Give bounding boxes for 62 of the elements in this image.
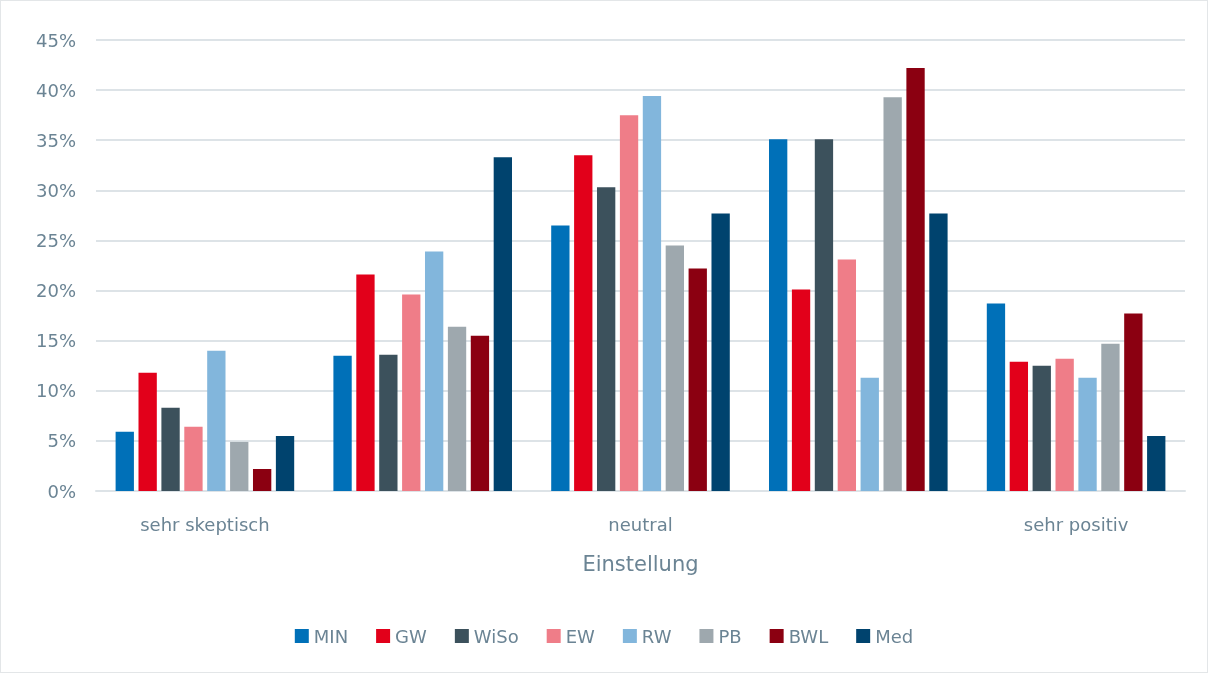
bar [115, 431, 134, 491]
x-tick-label: sehr skeptisch [140, 513, 270, 535]
bar [642, 96, 662, 491]
bar [493, 157, 512, 491]
bar [1078, 377, 1097, 491]
bar [791, 289, 811, 491]
y-tick-label: 15% [35, 330, 76, 352]
bar [470, 335, 490, 491]
bar [424, 251, 444, 491]
bar [711, 213, 730, 491]
bar [837, 259, 857, 491]
legend-label: WiSo [473, 625, 519, 647]
bar [447, 326, 467, 491]
y-tick-label: 40% [35, 79, 76, 101]
legend-label: PB [718, 625, 742, 647]
bar [688, 268, 707, 491]
bar [1101, 343, 1120, 491]
bar [769, 139, 788, 491]
y-tick-label: 20% [35, 280, 76, 302]
legend-label: RW [641, 625, 672, 647]
legend-label: Med [875, 625, 914, 647]
y-tick-label: 35% [35, 129, 76, 151]
bar [333, 355, 352, 491]
legend-label: MIN [313, 625, 349, 647]
x-axis-title: Einstellung [582, 551, 699, 576]
bar [138, 372, 157, 491]
y-tick-label: 30% [35, 179, 76, 201]
bar [402, 294, 421, 491]
bar [1032, 365, 1051, 491]
bar [860, 377, 879, 491]
bar [275, 435, 295, 491]
legend-label: EW [565, 625, 596, 647]
y-tick-label: 5% [47, 430, 76, 452]
bar [1147, 435, 1166, 491]
bar [1124, 313, 1143, 491]
bar [1009, 361, 1029, 491]
y-tick-label: 25% [35, 229, 76, 251]
bar [1055, 358, 1074, 491]
bar [597, 187, 616, 491]
bar [356, 274, 375, 491]
bar [986, 303, 1006, 491]
y-tick-label: 0% [47, 480, 76, 502]
bar [230, 441, 249, 491]
bar [207, 350, 226, 491]
bar [379, 354, 398, 491]
bar [619, 115, 639, 491]
y-tick-label: 10% [35, 380, 76, 402]
bar [814, 139, 834, 491]
bar [184, 426, 203, 491]
bar [252, 468, 272, 491]
x-tick-label: sehr positiv [1023, 513, 1129, 535]
legend-label: GW [395, 625, 428, 647]
bar [883, 97, 902, 491]
legend-label: BWL [788, 625, 829, 647]
bar [161, 407, 180, 491]
y-tick-label: 45% [35, 29, 76, 51]
x-tick-label: neutral [608, 513, 673, 535]
bar [551, 225, 570, 491]
bar [665, 245, 684, 491]
bar [574, 155, 593, 491]
bar [929, 213, 948, 491]
bar [906, 68, 925, 491]
